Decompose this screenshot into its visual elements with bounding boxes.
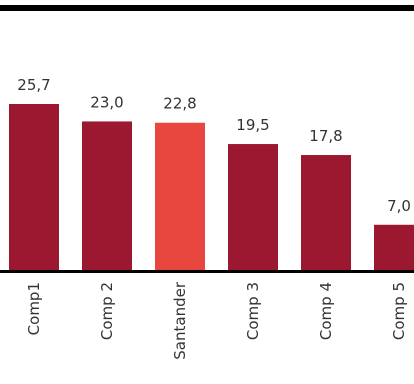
bar-comp-4 — [301, 155, 351, 270]
bars-group — [9, 104, 414, 271]
value-labels-group: 25,7 23,0 22,8 19,5 17,8 7,0 — [17, 76, 411, 215]
bar-comp-2 — [82, 121, 132, 270]
baseline — [0, 270, 414, 273]
category-labels-group: Comp1 Comp 2 Santander Comp 3 Comp 4 Comp 5 — [25, 281, 408, 360]
category-label: Comp 3 — [244, 282, 262, 340]
value-label: 22,8 — [163, 95, 196, 113]
value-label: 23,0 — [90, 93, 123, 111]
category-label: Comp 4 — [317, 282, 335, 340]
bar-santander — [155, 122, 205, 271]
bar-comp1 — [9, 104, 59, 270]
category-label: Comp1 — [25, 282, 43, 335]
category-label: Comp 2 — [98, 282, 116, 340]
bar-comp-5 — [374, 224, 414, 270]
value-label: 7,0 — [387, 197, 411, 215]
category-label: Comp 5 — [390, 282, 408, 340]
value-label: 19,5 — [236, 116, 269, 134]
bar-comp-3 — [228, 144, 278, 270]
top-rule — [0, 5, 414, 11]
value-label: 25,7 — [17, 76, 50, 94]
category-label: Santander — [171, 281, 189, 360]
value-label: 17,8 — [309, 127, 342, 145]
